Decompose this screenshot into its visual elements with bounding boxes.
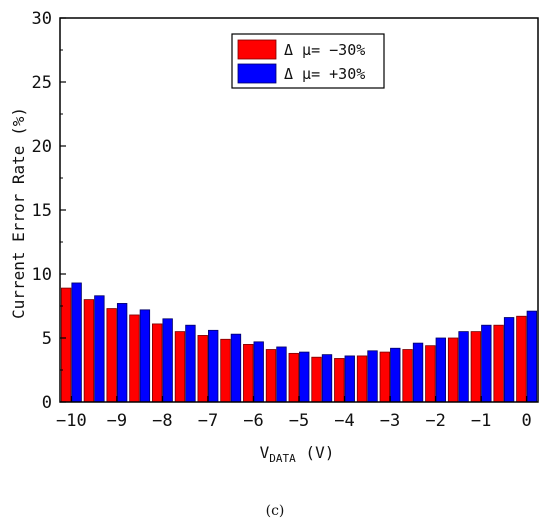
legend-label-2: Δ μ= +30%: [284, 65, 365, 83]
bar-series-2-x--1: [481, 324, 492, 403]
bar-series-2-x--4.5: [321, 354, 333, 403]
bar-series-1-x--1: [470, 331, 482, 403]
bar-series-1-x--2.5: [402, 349, 413, 403]
x-tick-label--10: −10: [56, 411, 87, 431]
bar-series-1-x--5: [288, 352, 299, 403]
bar-series-1-x--7: [197, 335, 208, 403]
x-tick-label--7: −7: [198, 411, 218, 431]
x-tick-label--1: −1: [471, 411, 491, 431]
bar-series-1-x--0.5: [493, 324, 504, 403]
x-tick-label--3: −3: [380, 411, 400, 431]
x-tick-label--4: −4: [334, 411, 354, 431]
y-tick-label-20: 20: [32, 137, 52, 157]
bar-series-2-x--5.5: [276, 346, 287, 403]
x-axis-label-main: V: [260, 443, 270, 462]
bar-series-1-x--1.5: [447, 337, 459, 403]
x-tick-label-0: 0: [521, 411, 531, 431]
bar-series-1-x-0: [516, 315, 527, 403]
bar-series-2-x--6.5: [230, 333, 242, 403]
panel-label: (c): [266, 503, 285, 519]
bar-series-2-x--2: [435, 337, 446, 403]
bar-series-2-x--3.5: [367, 350, 378, 403]
bar-series-1-x--3.5: [356, 355, 368, 403]
bar-series-1-x--4.5: [311, 356, 322, 403]
x-axis-label-unit: (V): [296, 443, 335, 462]
bar-series-1-x--4: [334, 358, 345, 403]
y-tick-label-5: 5: [42, 329, 52, 349]
bar-series-2-x--0.5: [503, 317, 515, 403]
bar-series-1-x--5.5: [265, 349, 277, 403]
x-tick-label--8: −8: [152, 411, 172, 431]
bar-series-2-x--7: [208, 329, 219, 403]
x-tick-label--9: −9: [107, 411, 127, 431]
plot-area: [60, 282, 538, 403]
bar-series-2-x--4: [344, 355, 355, 403]
y-tick-label-25: 25: [32, 73, 52, 93]
bar-series-2-x--3: [390, 347, 401, 403]
bar-series-1-x--6.5: [220, 338, 231, 403]
bar-series-1-x--6: [243, 343, 254, 403]
legend-swatch-1: [237, 39, 277, 60]
bar-series-2-x--8: [162, 318, 173, 403]
bar-series-2-x--5: [299, 351, 310, 403]
y-tick-label-0: 0: [42, 393, 52, 413]
bar-series-1-x--7.5: [174, 331, 186, 403]
x-axis-label-subscript: DATA: [269, 452, 296, 465]
legend-swatch-2: [237, 63, 277, 84]
bar-series-2-x--10: [71, 282, 82, 403]
bar-series-1-x--9.5: [83, 299, 95, 403]
x-tick-label--5: −5: [289, 411, 309, 431]
x-axis-label: VDATA (V): [260, 443, 335, 465]
x-tick-label--2: −2: [425, 411, 445, 431]
bar-series-1-x--2: [425, 345, 436, 403]
bar-series-2-x--8.5: [139, 309, 151, 403]
bar-series-1-x--8: [152, 323, 163, 403]
y-tick-label-10: 10: [32, 265, 52, 285]
bar-series-2-x--9.5: [94, 295, 105, 403]
bar-series-1-x--3: [379, 351, 390, 403]
bar-series-2-x--7.5: [185, 324, 196, 403]
bar-series-2-x--6: [253, 341, 264, 403]
bar-series-1-x--8.5: [129, 314, 140, 403]
legend: Δ μ= −30% Δ μ= +30%: [231, 33, 385, 89]
bar-series-2-x--2.5: [412, 342, 424, 403]
bar-series-2-x-0: [526, 310, 538, 403]
y-tick-label-30: 30: [32, 9, 52, 29]
bar-series-1-x--9: [106, 308, 117, 403]
bar-series-1-x--10: [60, 287, 72, 403]
bar-series-2-x--1.5: [458, 331, 469, 403]
x-tick-label--6: −6: [243, 411, 263, 431]
bar-series-2-x--9: [116, 303, 128, 403]
y-tick-label-15: 15: [32, 201, 52, 221]
legend-label-1: Δ μ= −30%: [284, 41, 365, 59]
y-axis-label: Current Error Rate (%): [9, 107, 28, 319]
